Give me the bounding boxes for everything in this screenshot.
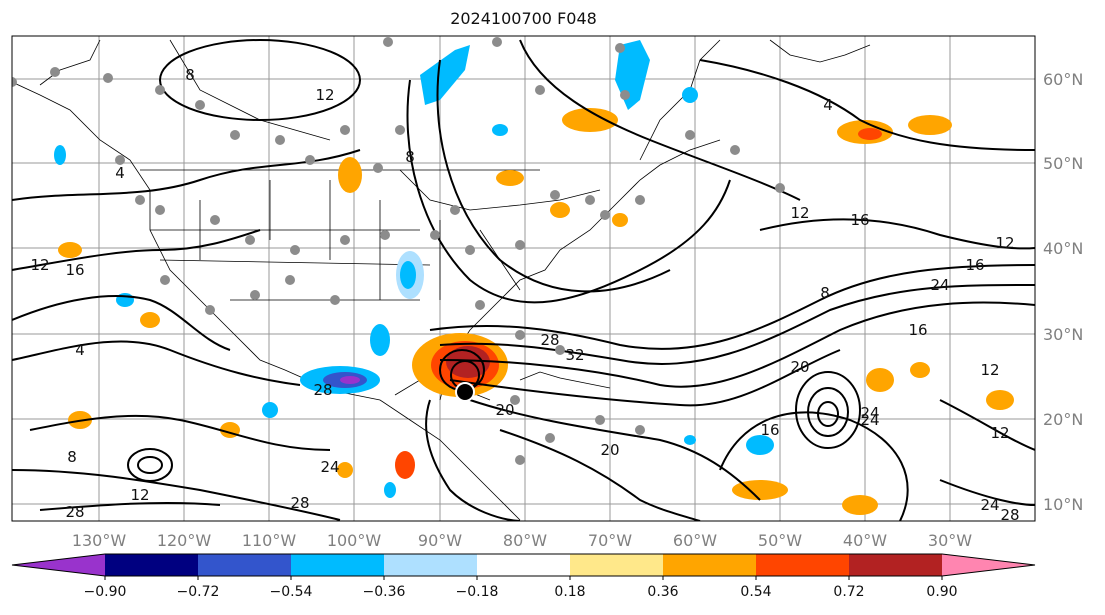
contour-label: 8 [185,66,195,84]
storm-center-marker [455,382,475,402]
contour-label: 28 [1000,506,1019,524]
contour-label: 16 [850,211,869,229]
contour-label: 4 [115,164,125,182]
contour-label: 28 [65,503,84,521]
colorbar-tick-label: −0.72 [177,584,220,600]
colorbar-tick-label: −0.36 [363,584,406,600]
lon-label: 70°W [588,531,632,550]
colorbar-tick-label: 0.18 [554,584,585,600]
contour-label: 24 [860,404,879,422]
contour-label: 4 [823,96,833,114]
colorbar-tick-label: −0.54 [270,584,313,600]
contour-label: 16 [760,421,779,439]
colorbar-tick-label: 0.90 [926,584,957,600]
contour-label: 16 [965,256,984,274]
contour-label: 8 [820,284,830,302]
colorbar-segment [198,554,292,576]
lon-label: 120°W [157,531,212,550]
lon-label: 50°W [758,531,802,550]
contour-label: 12 [315,86,334,104]
contour-label: 12 [130,486,149,504]
contour-label: 12 [990,424,1009,442]
contour-label: 16 [908,321,927,339]
lon-label: 90°W [418,531,462,550]
latitude-labels: 60°N 50°N 40°N 30°N 20°N 10°N [1043,70,1083,514]
lat-label: 20°N [1043,410,1083,429]
colorbar-extend-high [942,554,1035,576]
contour-label: 20 [600,441,619,459]
colorbar: −0.90 −0.72 −0.54 −0.36 −0.18 0.18 0.36 0.54 0.7… [11,553,1036,600]
contour-label: 8 [405,148,415,166]
contour-label: 28 [313,381,332,399]
contour-label: 12 [980,361,999,379]
lon-label: 100°W [327,531,382,550]
colorbar-segment [291,554,385,576]
contour-label: 12 [30,256,49,274]
colorbar-segment [384,554,478,576]
negative-shading [54,40,774,498]
lat-label: 40°N [1043,239,1083,258]
colorbar-tick-label: 0.36 [647,584,678,600]
contour-label: 20 [790,358,809,376]
colorbar-tick-label: −0.18 [456,584,499,600]
lon-label: 110°W [242,531,297,550]
contour-label: 24 [860,411,879,429]
colorbar-extend-low [12,554,105,576]
colorbar-segment [570,554,664,576]
longitude-labels: 130°W 120°W 110°W 100°W 90°W 80°W 70°W 6… [72,531,972,550]
colorbar-segment [477,554,571,576]
contour-label: 24 [930,276,949,294]
colorbar-tick-label: 0.54 [740,584,771,600]
contour-label: 24 [980,496,999,514]
positive-shading [58,108,1014,515]
contour-label: 16 [65,261,84,279]
contour-lines [12,39,1035,521]
lon-label: 130°W [72,531,127,550]
lat-label: 30°N [1043,325,1083,344]
lon-label: 40°W [843,531,887,550]
lon-label: 30°W [928,531,972,550]
contour-label: 28 [540,331,559,349]
map-frame [11,35,1036,522]
colorbar-segment [663,554,757,576]
lat-label: 50°N [1043,154,1083,173]
lon-label: 80°W [503,531,547,550]
lat-label: 10°N [1043,495,1083,514]
contour-label: 4 [75,341,85,359]
lat-label: 60°N [1043,70,1083,89]
colorbar-segment [105,554,199,576]
colorbar-tick-label: −0.90 [84,584,127,600]
contour-label: 12 [790,204,809,222]
colorbar-tick-label: 0.72 [833,584,864,600]
contour-label: 28 [290,494,309,512]
colorbar-segment [849,554,943,576]
station-markers [12,37,785,465]
contour-label: 8 [67,448,77,466]
contour-label: 20 [495,401,514,419]
contour-label-group: 8 12 4 8 12 4 16 12 16 12 16 24 8 16 20 … [30,66,1019,524]
contour-label: 32 [565,346,584,364]
contour-label: 24 [320,458,339,476]
colorbar-segment [756,554,850,576]
map-title: 2024100700 F048 [450,9,597,28]
lon-label: 60°W [673,531,717,550]
contour-label: 12 [995,234,1014,252]
